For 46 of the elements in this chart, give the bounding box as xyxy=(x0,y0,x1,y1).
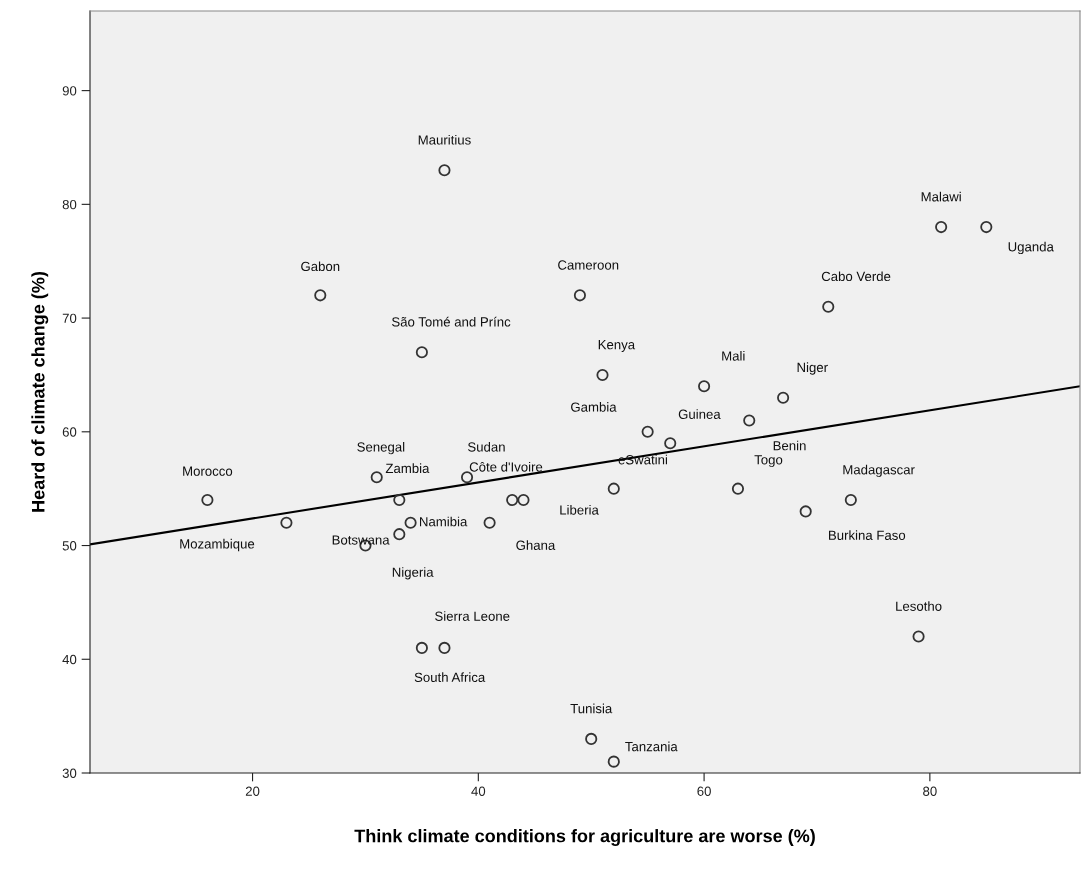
y-tick-label: 70 xyxy=(62,313,77,323)
annotation: Benin xyxy=(773,440,806,451)
annotation: Togo xyxy=(754,455,783,468)
annotation: Nigeria xyxy=(392,567,434,580)
y-tick-label: 60 xyxy=(62,427,77,437)
y-axis-title: Heard of climate change (%) xyxy=(31,271,49,512)
y-tick-label: 40 xyxy=(62,654,77,665)
annotation: Guinea xyxy=(678,409,721,419)
annotation: Madagascar xyxy=(843,464,915,478)
annotation: Gambia xyxy=(571,402,617,412)
x-tick-label: 80 xyxy=(923,786,937,796)
annotation: Niger xyxy=(797,362,828,375)
annotation: Liberia xyxy=(560,505,599,515)
x-tick-label: 40 xyxy=(471,786,486,796)
annotation: Botswana xyxy=(332,535,390,545)
annotation: Mauritius xyxy=(418,134,471,145)
annotation: Tunisia xyxy=(570,703,613,714)
annotation: Malawi xyxy=(921,191,961,202)
y-tick-label: 80 xyxy=(62,199,77,210)
y-tick-label: 30 xyxy=(62,768,77,778)
annotation: São Tomé and Prínc xyxy=(392,316,511,327)
annotation: Sudan xyxy=(468,441,505,452)
annotation: Ghana xyxy=(516,540,556,550)
x-tick-label: 60 xyxy=(697,786,711,796)
x-tick-label: 20 xyxy=(245,786,260,796)
annotation: Tanzania xyxy=(625,741,678,752)
annotation: Cameroon xyxy=(558,260,619,270)
annotation: Namibia xyxy=(420,516,468,527)
annotation: Senegal xyxy=(357,441,405,455)
annotation: Burkina Faso xyxy=(829,530,906,540)
annotation: Mali xyxy=(722,351,745,361)
annotation: Gabon xyxy=(301,261,340,272)
y-tick-label: 50 xyxy=(62,541,77,551)
annotation: Mozambique xyxy=(180,538,255,552)
y-tick-label: 90 xyxy=(62,86,77,96)
annotation: Uganda xyxy=(1008,241,1054,255)
x-axis-title: Think climate conditions for agriculture are worse (%) xyxy=(354,829,815,846)
annotation: Kenya xyxy=(598,340,636,352)
annotation: Cabo Verde xyxy=(821,271,891,282)
annotation: Zambia xyxy=(385,463,430,474)
annotation: eSwatini xyxy=(618,454,667,465)
annotation: Lesotho xyxy=(896,601,942,611)
annotation: Morocco xyxy=(183,466,233,476)
annotation: Sierra Leone xyxy=(435,611,510,621)
annotation: Côte d'Ivoire xyxy=(469,461,543,472)
annotation: South Africa xyxy=(414,672,486,682)
